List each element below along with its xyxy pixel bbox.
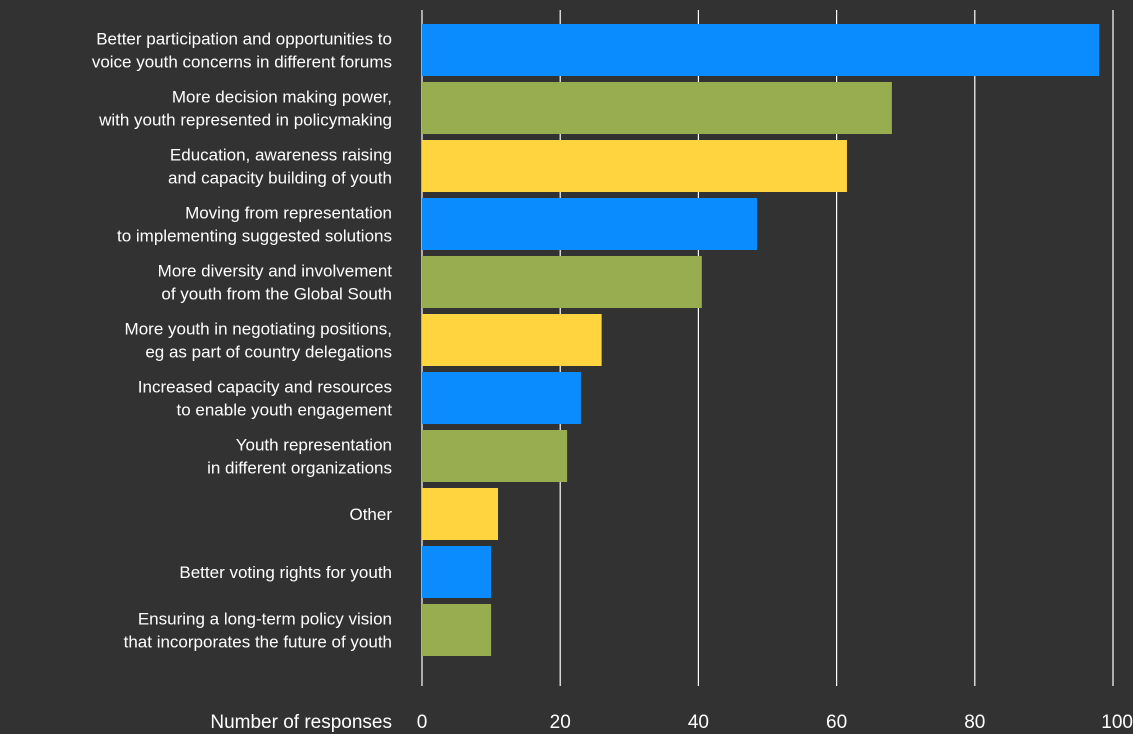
x-tick-label: 40 (688, 712, 709, 733)
bar (422, 314, 602, 366)
category-label: More decision making power, with youth re… (98, 88, 392, 130)
category-label: Moving from representation to implementin… (117, 204, 392, 246)
category-label: Education, awareness raising and capacity… (168, 146, 392, 188)
x-tick-label: 0 (417, 712, 428, 733)
category-label: Other (349, 505, 392, 524)
x-axis-title: Number of responses (210, 712, 392, 733)
bar (422, 430, 568, 482)
bar (422, 604, 492, 656)
bar (422, 82, 892, 134)
category-label: Youth representation in different organiz… (207, 436, 392, 478)
bars (422, 24, 1100, 656)
category-labels: Better participation and opportunities t… (92, 30, 393, 652)
category-label: Ensuring a long-term policy vision that i… (124, 610, 392, 652)
x-tick-labels: 0 20 40 60 80 100 (417, 712, 1133, 733)
bar (422, 24, 1100, 76)
category-label: Better participation and opportunities t… (92, 30, 392, 72)
bar (422, 256, 702, 308)
bar (422, 140, 847, 192)
bar (422, 372, 581, 424)
x-tick-label: 80 (964, 712, 985, 733)
category-label: Increased capacity and resources to enabl… (138, 378, 392, 420)
x-tick-label: 100 (1101, 712, 1133, 733)
category-label: Better voting rights for youth (179, 563, 392, 582)
x-tick-label: 60 (826, 712, 847, 733)
bar (422, 198, 758, 250)
category-label: More youth in negotiating positions, eg a… (125, 320, 392, 362)
bar (422, 488, 499, 540)
bar (422, 546, 492, 598)
x-tick-label: 20 (550, 712, 571, 733)
category-label: More diversity and involvement of youth f… (158, 262, 393, 304)
